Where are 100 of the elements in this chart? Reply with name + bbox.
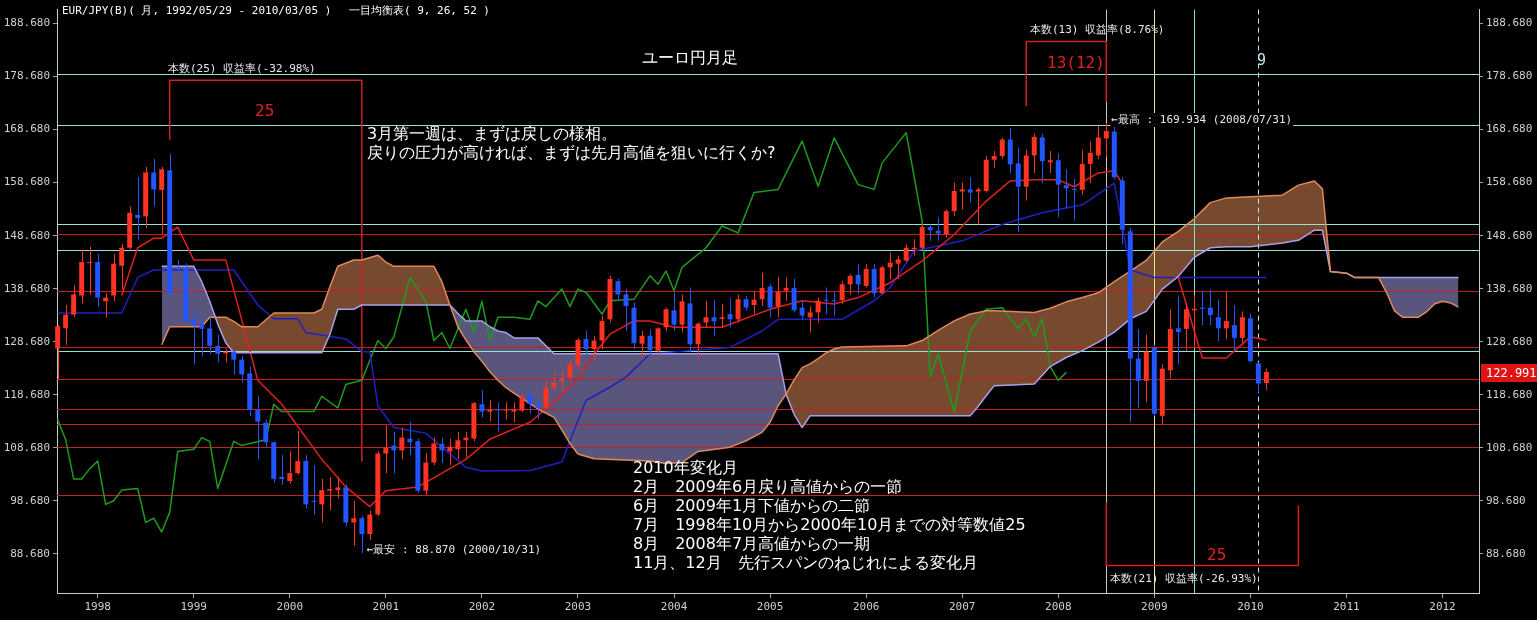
candlestick xyxy=(727,297,733,328)
candlestick xyxy=(511,401,517,423)
candlestick xyxy=(703,300,709,328)
candlestick xyxy=(135,176,141,241)
candlestick xyxy=(159,166,165,235)
annotation: 11月、12月 先行スパンのねじれによる変化月 xyxy=(633,553,978,574)
annotation: 13(12) xyxy=(1047,53,1105,72)
candlestick xyxy=(951,182,957,217)
text: ユーロ円月足 xyxy=(642,48,738,69)
y-tick-label: 148.680 xyxy=(3,228,50,242)
candlestick xyxy=(823,287,829,315)
candlestick xyxy=(767,283,773,318)
candlestick xyxy=(735,293,741,324)
candlestick xyxy=(903,244,909,264)
candlestick xyxy=(543,378,549,410)
candlestick xyxy=(775,276,781,318)
candlestick xyxy=(1215,299,1221,342)
y-tick-label: 128.680 xyxy=(3,334,50,348)
y2-tick-label: 148.680 xyxy=(1486,228,1533,242)
x-tick-label: 2005 xyxy=(756,600,784,614)
candlestick xyxy=(319,478,325,523)
y2-tick-label: 188.680 xyxy=(1486,16,1533,30)
x-tick-label: 2000 xyxy=(276,600,304,614)
candlestick xyxy=(1015,147,1021,233)
x-tick-label: 2010 xyxy=(1237,600,1264,614)
candlestick xyxy=(967,176,973,204)
candlestick xyxy=(1175,294,1181,365)
candlestick xyxy=(279,454,285,486)
candlestick xyxy=(151,158,157,207)
candlestick xyxy=(711,299,717,337)
y2-tick-label: 128.680 xyxy=(1486,334,1533,348)
candlestick xyxy=(671,292,677,332)
y-tick-label: 98.680 xyxy=(10,493,50,507)
annotation: 25 xyxy=(255,101,275,120)
candlestick xyxy=(919,223,925,250)
candlestick xyxy=(583,330,589,357)
candlestick xyxy=(591,335,597,360)
y-tick-label: 108.680 xyxy=(3,440,50,454)
x-tick-label: 1998 xyxy=(84,600,111,614)
candlestick xyxy=(119,243,125,291)
candlestick xyxy=(1071,178,1077,222)
x-tick-label: 2006 xyxy=(852,600,880,614)
x-tick-label: 2008 xyxy=(1045,600,1072,614)
candlestick xyxy=(191,308,197,365)
annotation: 7月 1998年10月から2000年10月までの対等数値25 xyxy=(633,515,1026,535)
candlestick xyxy=(263,419,269,448)
candlestick xyxy=(439,437,445,464)
candlestick xyxy=(679,293,685,334)
y-tick-label: 88.680 xyxy=(10,546,50,560)
candlestick xyxy=(479,389,485,418)
candlestick xyxy=(311,464,317,516)
candlestick xyxy=(719,303,725,328)
candlestick xyxy=(535,398,541,420)
annotation: 2月 2009年6月戻り高値からの一節 xyxy=(633,477,903,498)
candlestick xyxy=(551,371,557,392)
y2-tick-label: 118.680 xyxy=(1486,387,1533,401)
y-tick-label: 138.680 xyxy=(3,281,50,295)
candlestick xyxy=(327,476,333,511)
candlestick xyxy=(87,246,93,295)
candlestick xyxy=(495,402,501,433)
candlestick xyxy=(215,334,221,363)
candlestick xyxy=(959,182,965,211)
candlestick xyxy=(847,273,853,295)
candlestick xyxy=(207,316,213,355)
candlestick xyxy=(855,263,861,295)
candlestick xyxy=(1231,304,1237,352)
x-tick-label: 2001 xyxy=(372,600,400,614)
text: 122.991 xyxy=(1481,364,1537,382)
y2-tick-label: 168.680 xyxy=(1486,122,1533,136)
candlestick xyxy=(1223,291,1229,340)
candlestick xyxy=(63,304,69,346)
candlestick xyxy=(431,437,437,466)
candlestick xyxy=(863,263,869,289)
candlestick xyxy=(1199,291,1205,326)
annotation: 25 xyxy=(1207,545,1227,564)
y2-tick-label: 138.680 xyxy=(1486,281,1533,295)
candlestick xyxy=(231,348,237,375)
candlestick xyxy=(335,476,341,500)
candlestick xyxy=(1087,141,1093,184)
candlestick xyxy=(791,278,797,313)
y2-tick-label: 88.680 xyxy=(1486,546,1526,560)
candlestick xyxy=(751,290,757,315)
x-tick-label: 2009 xyxy=(1141,600,1168,614)
annotation: 本数(25) 収益率(-32.98%) xyxy=(168,61,316,76)
chart-title: EUR/JPY(B)( 月, 1992/05/29 - 2010/03/05 ) 一目均衡表( 9, 26, 52 ) xyxy=(62,3,490,18)
annotation: 8月 2008年7月高値からの一期 xyxy=(633,534,871,555)
candlestick xyxy=(239,355,245,383)
candlestick xyxy=(487,399,493,423)
candlestick xyxy=(519,393,525,413)
candlestick xyxy=(807,305,813,334)
y-tick-label: 168.680 xyxy=(3,122,50,136)
candlestick xyxy=(759,272,765,307)
y-tick-label: 178.680 xyxy=(3,69,50,83)
candlestick xyxy=(831,291,837,317)
x-tick-label: 2012 xyxy=(1429,600,1456,614)
candlestick xyxy=(359,515,365,554)
candlestick xyxy=(1103,122,1109,158)
candlestick xyxy=(799,300,805,320)
annotation: 6月 2009年1月下値からの二節 xyxy=(633,496,871,517)
candlestick xyxy=(695,322,701,359)
